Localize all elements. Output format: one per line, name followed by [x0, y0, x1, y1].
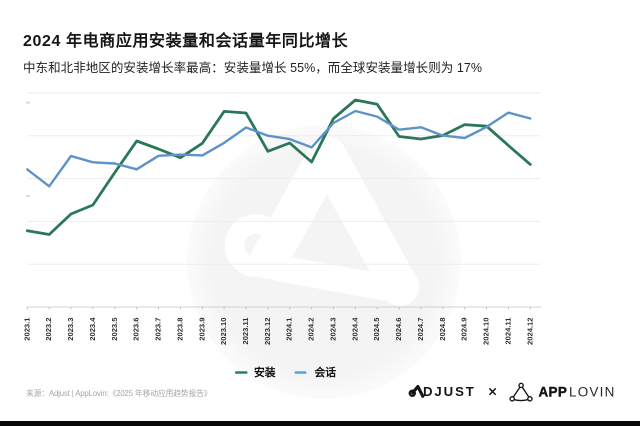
svg-text:2024.10: 2024.10 — [482, 317, 491, 344]
svg-text:2023.2: 2023.2 — [44, 318, 53, 341]
svg-text:2024.11: 2024.11 — [503, 317, 512, 345]
svg-text:2023.1: 2023.1 — [22, 317, 31, 341]
svg-text:2023.3: 2023.3 — [66, 318, 75, 341]
svg-text:安装: 安装 — [254, 365, 276, 379]
svg-text:2024.1: 2024.1 — [285, 317, 294, 341]
svg-text:2024.12: 2024.12 — [525, 318, 534, 345]
svg-text:2023.5: 2023.5 — [110, 317, 119, 341]
svg-text:2024.8: 2024.8 — [438, 318, 447, 341]
svg-text:2024.5: 2024.5 — [372, 317, 381, 341]
svg-text:2023.12: 2023.12 — [263, 318, 272, 345]
svg-text:2023.9: 2023.9 — [197, 318, 206, 341]
svg-text:2024.3: 2024.3 — [329, 318, 338, 341]
svg-text:2023.6: 2023.6 — [132, 318, 141, 341]
svg-text:LOVIN: LOVIN — [569, 385, 616, 400]
svg-text:会话: 会话 — [315, 365, 337, 379]
svg-text:APP: APP — [539, 385, 568, 400]
svg-text:2024.9: 2024.9 — [460, 318, 469, 341]
svg-text:2024.7: 2024.7 — [416, 318, 425, 341]
svg-text:2023.7: 2023.7 — [154, 318, 163, 341]
svg-text:2024.2: 2024.2 — [307, 318, 316, 341]
svg-text:2023.11: 2023.11 — [241, 317, 250, 345]
svg-text:DJUST: DJUST — [423, 384, 476, 399]
svg-text:2023.4: 2023.4 — [88, 317, 97, 341]
svg-text:2023.8: 2023.8 — [175, 318, 184, 341]
svg-text:2024.4: 2024.4 — [350, 317, 359, 341]
svg-text:2023.10: 2023.10 — [219, 318, 228, 345]
svg-text:2024.6: 2024.6 — [394, 318, 403, 341]
